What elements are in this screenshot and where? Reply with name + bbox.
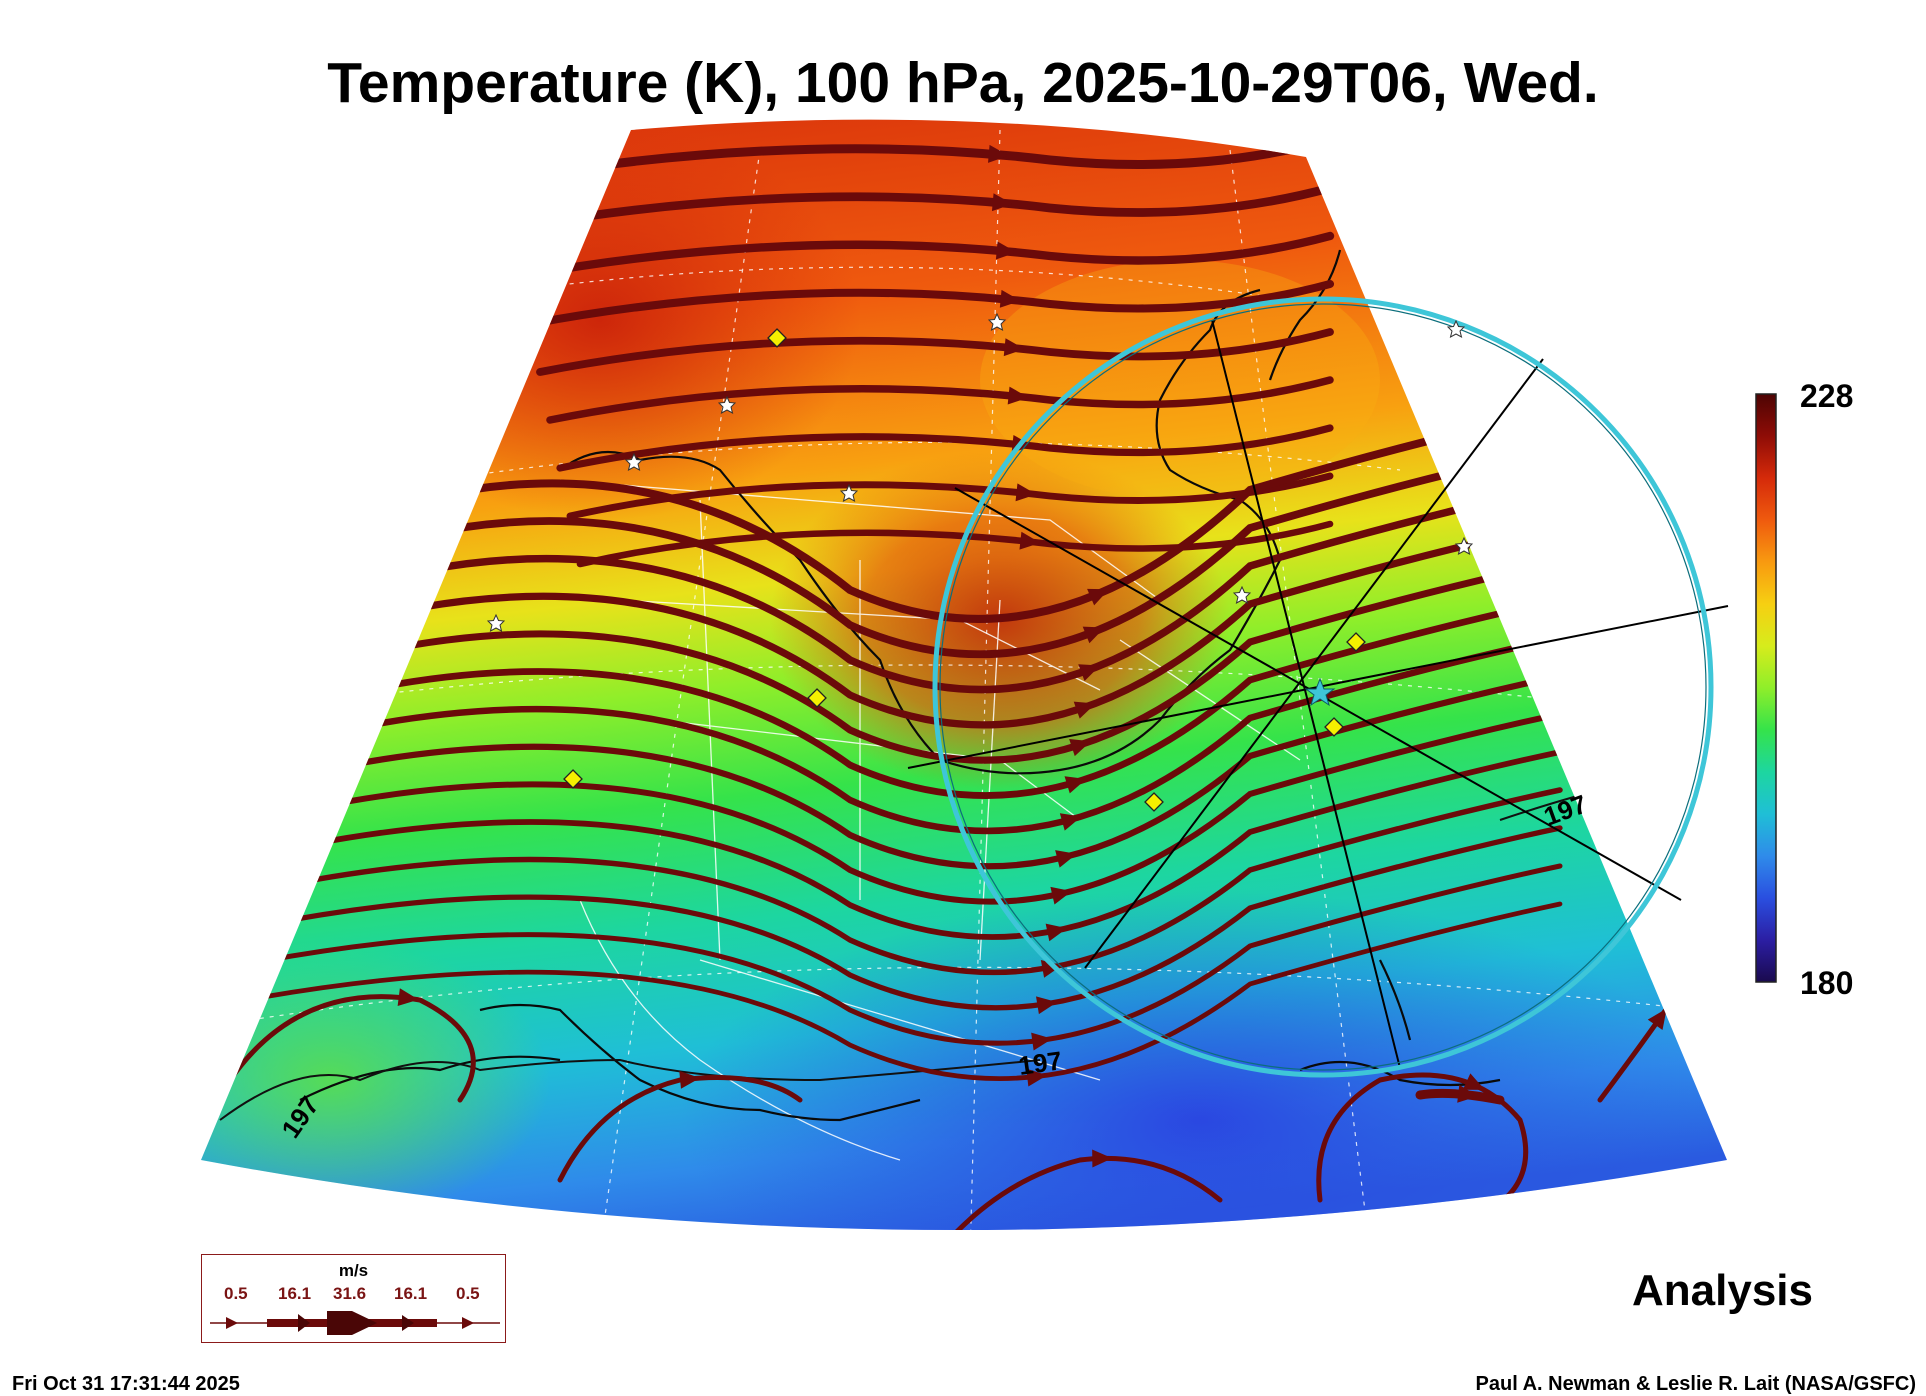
streamline-arrow	[1092, 1149, 1113, 1168]
streamline	[233, 863, 1563, 1046]
wind-legend-value: 31.6	[333, 1284, 367, 1303]
diamond-marker	[1346, 632, 1366, 652]
streamline	[340, 520, 1564, 729]
streamline-arrow	[1087, 588, 1110, 606]
streamline-arrow	[1457, 1084, 1479, 1103]
footer-timestamp: Fri Oct 31 17:31:44 2025	[12, 1373, 240, 1395]
streamline	[1316, 1072, 1529, 1213]
streamline	[566, 472, 1334, 520]
star-marker	[987, 312, 1007, 331]
diamond-marker	[1144, 792, 1164, 812]
streamline-arrow	[999, 289, 1021, 308]
star-marker	[1454, 536, 1474, 555]
diamond-marker	[563, 769, 583, 789]
wind-legend-value: 0.5	[456, 1284, 480, 1303]
wind-legend-value: 0.5	[224, 1284, 248, 1303]
streamline-arrow	[1064, 776, 1087, 794]
wind-legend-value: 16.1	[278, 1284, 312, 1303]
streamline	[556, 424, 1334, 472]
streamline-arrow	[991, 193, 1013, 212]
streamline	[328, 558, 1564, 764]
streamline	[376, 406, 1564, 623]
wind-legend-value: 16.1	[394, 1284, 428, 1303]
wind-legend-unit: m/s	[338, 1261, 369, 1280]
streamline-arrow	[1055, 850, 1077, 868]
streamline	[546, 376, 1334, 424]
streamline-arrow	[1462, 1073, 1485, 1090]
diamond-marker	[767, 328, 787, 348]
streamline-arrow	[1015, 483, 1037, 502]
diamond-marker	[807, 688, 827, 708]
star-marker	[717, 395, 737, 414]
streamline-arrow	[1059, 813, 1082, 831]
streamline	[304, 634, 1564, 835]
wind-legend-arrow	[210, 1311, 500, 1335]
streamline-arrow	[1026, 1068, 1048, 1087]
wind-legend: m/s 0.5 16.1 31.6 16.1 0.5	[201, 1254, 506, 1343]
streamline-arrow	[1019, 531, 1041, 550]
wind-streamlines	[221, 135, 1703, 1231]
streamline-arrow	[1036, 996, 1058, 1015]
streamline	[557, 1075, 803, 1183]
star-marker	[839, 483, 859, 502]
colorbar-min-label: 180	[1800, 965, 1854, 1001]
coastlines	[299, 249, 1501, 1122]
streamline	[257, 787, 1563, 976]
colorbar-scale	[1755, 393, 1777, 983]
footer-credit: Paul A. Newman & Leslie R. Lait (NASA/GS…	[1475, 1373, 1916, 1395]
streamline-arrow	[1078, 664, 1101, 682]
streamline	[364, 444, 1564, 659]
streamline	[316, 596, 1564, 799]
star-marker	[624, 452, 644, 471]
page-title: Temperature (K), 100 hPa, 2025-10-29T06,…	[327, 51, 1599, 115]
streamline-arrow	[1045, 923, 1068, 942]
streamline-arrow	[1003, 338, 1025, 357]
streamline-arrow	[1082, 626, 1105, 644]
station-markers	[486, 312, 1474, 812]
range-circle	[932, 296, 1714, 1078]
streamline	[937, 1155, 1223, 1231]
center-star-marker	[1304, 677, 1336, 707]
streamline-arrow	[679, 1070, 701, 1089]
streamline	[221, 901, 1563, 1081]
streamline-arrow	[995, 241, 1017, 260]
range-circle-inner	[939, 303, 1707, 1071]
analysis-label: Analysis	[1632, 1266, 1813, 1315]
streamline	[1415, 1088, 1505, 1105]
streamline-arrow	[988, 144, 1009, 163]
streamline-arrow	[1007, 386, 1029, 405]
star-marker	[1446, 319, 1466, 338]
contour-label: 197	[1017, 1045, 1064, 1081]
streamline	[292, 672, 1564, 870]
streamline-arrow	[1031, 1032, 1053, 1051]
streamline-arrow	[1040, 960, 1063, 978]
diamond-marker	[1324, 717, 1344, 737]
streamline	[269, 749, 1563, 940]
streamline-arrow	[1069, 738, 1091, 757]
streamline	[352, 482, 1564, 694]
streamline-arrow	[397, 988, 419, 1007]
streamline-arrow	[1050, 886, 1072, 905]
star-marker	[486, 613, 506, 632]
colorbar	[1755, 393, 1777, 983]
star-marker	[1232, 585, 1252, 604]
streamline-arrow	[1647, 1008, 1667, 1031]
streamline-arrow	[1073, 701, 1096, 719]
streamline	[245, 825, 1563, 1011]
colorbar-max-label: 228	[1800, 378, 1854, 414]
